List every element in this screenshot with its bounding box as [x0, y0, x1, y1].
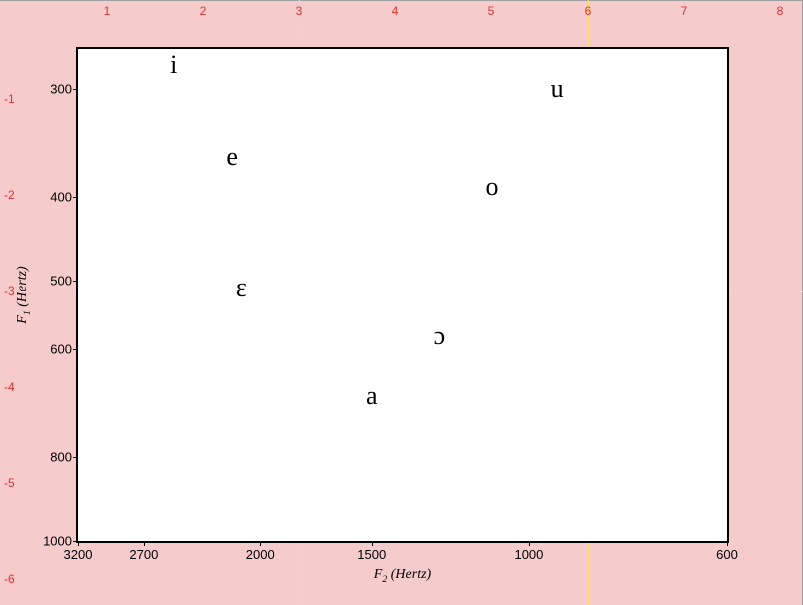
vowel-point: o [486, 174, 499, 200]
vowel-point: ɔ [434, 323, 446, 349]
x-axis-label: F2 (Hertz) [374, 567, 431, 585]
outer-left-tick-label: -5 [4, 477, 15, 489]
outer-left-tick-label: -6 [4, 573, 15, 585]
y-axis-subscript: 1 [22, 310, 33, 315]
outer-top-tick-label: 2 [200, 5, 207, 17]
x-tick-label: 3200 [64, 547, 93, 562]
outer-top-tick-label: 1 [104, 5, 111, 17]
y-tick-label: 400 [50, 189, 72, 204]
x-axis-subscript: 2 [382, 574, 387, 585]
y-axis-label: F1 (Hertz) [15, 266, 33, 323]
outer-top-tick-label: 3 [296, 5, 303, 17]
outer-top-tick-label: 5 [488, 5, 495, 17]
x-tick-mark [144, 541, 145, 546]
y-tick-label: 500 [50, 273, 72, 288]
vowel-point: e [226, 144, 238, 170]
outer-top-tick-label: 4 [392, 5, 399, 17]
x-tick-mark [529, 541, 530, 546]
outer-left-tick-label: -3 [4, 285, 15, 297]
vowel-point: u [551, 76, 564, 102]
y-axis-unit: (Hertz) [15, 266, 30, 306]
outer-left-tick-label: -2 [4, 189, 15, 201]
window-top-border [0, 0, 803, 1]
outer-top-tick-label: 8 [777, 5, 784, 17]
y-tick-label: 300 [50, 81, 72, 96]
x-tick-mark [727, 541, 728, 546]
x-tick-label: 2000 [246, 547, 275, 562]
y-tick-mark [73, 197, 78, 198]
outer-left-tick-label: -4 [4, 381, 15, 393]
y-tick-label: 600 [50, 342, 72, 357]
y-tick-label: 800 [50, 450, 72, 465]
y-axis-symbol: F [15, 315, 30, 324]
x-tick-mark [78, 541, 79, 546]
outer-left-tick-label: -1 [4, 93, 15, 105]
outer-top-tick-label: 7 [681, 5, 688, 17]
outer-canvas: F1 (Hertz) F2 (Hertz) 300400500600800100… [0, 0, 803, 605]
vowel-point: a [366, 383, 378, 409]
x-axis-unit: (Hertz) [391, 567, 431, 582]
vowel-point: ɛ [236, 275, 247, 301]
x-tick-label: 1000 [514, 547, 543, 562]
x-tick-mark [372, 541, 373, 546]
y-tick-mark [73, 349, 78, 350]
x-tick-label: 2700 [129, 547, 158, 562]
x-tick-label: 600 [716, 547, 738, 562]
y-tick-mark [73, 89, 78, 90]
outer-top-tick-label: 6 [585, 5, 592, 17]
y-tick-mark [73, 281, 78, 282]
vowel-plot-area: 3004005006008001000320027002000150010006… [76, 47, 729, 543]
x-tick-mark [260, 541, 261, 546]
y-tick-mark [73, 457, 78, 458]
x-axis-symbol: F [374, 567, 383, 582]
x-tick-label: 1500 [357, 547, 386, 562]
vowel-point: i [170, 52, 177, 78]
